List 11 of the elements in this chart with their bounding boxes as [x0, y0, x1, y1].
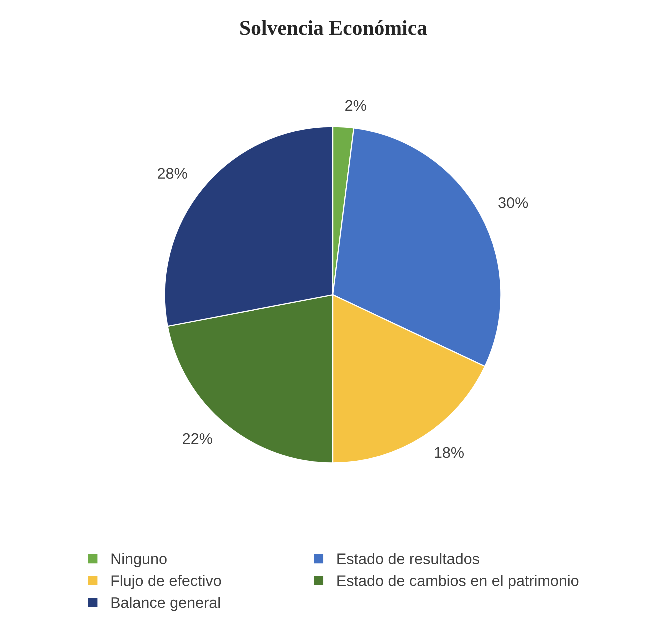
legend-label: Estado de cambios en el patrimonio — [338, 575, 579, 590]
data-label: 2% — [346, 100, 366, 112]
data-label: 28% — [158, 168, 188, 180]
legend-label: Ninguno — [112, 553, 167, 568]
chart-title: Solvencia Económica — [240, 20, 428, 36]
data-label: 22% — [183, 433, 212, 444]
data-label: 18% — [435, 447, 464, 458]
data-label: 30% — [498, 198, 528, 208]
legend-label: Estado de resultados — [338, 553, 480, 564]
legend-label: Balance general — [112, 597, 220, 612]
legend-label: Flujo de efectivo — [112, 575, 222, 590]
